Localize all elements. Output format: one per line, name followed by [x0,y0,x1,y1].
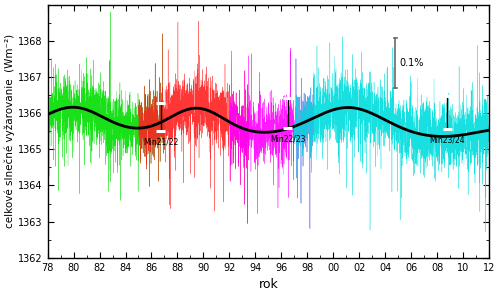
Text: Min23/24: Min23/24 [430,136,465,145]
X-axis label: rok: rok [258,278,278,291]
Text: Min21/22: Min21/22 [143,137,178,146]
Y-axis label: celkové slnečné vyžarovanie  (Wm⁻²): celkové slnečné vyžarovanie (Wm⁻²) [5,34,15,228]
Text: Min22/23: Min22/23 [270,135,306,144]
Text: 0.1%: 0.1% [400,58,424,68]
